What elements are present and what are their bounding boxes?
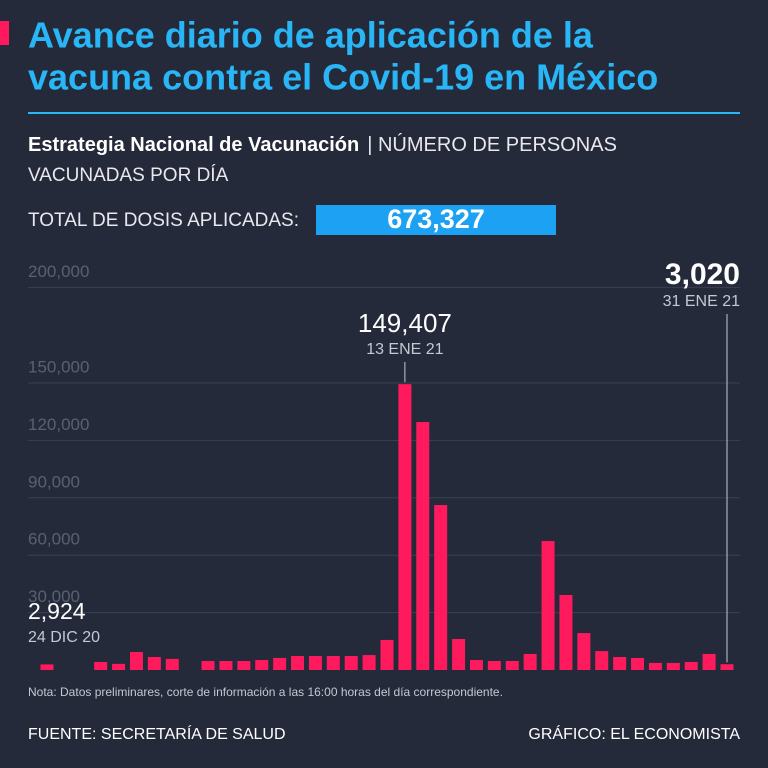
bar	[201, 661, 215, 670]
bar	[613, 656, 627, 670]
description: | NÚMERO DE PERSONAS	[367, 133, 617, 156]
bar	[541, 541, 555, 670]
chart-title: vacuna contra el Covid-19 en México	[28, 57, 658, 98]
bar	[434, 505, 448, 670]
bar	[112, 663, 126, 670]
value-label: 3,020	[665, 258, 740, 291]
description: VACUNADAS POR DÍA	[28, 165, 229, 186]
bar	[40, 664, 54, 670]
y-tick-label: 60,000	[28, 530, 80, 549]
note: Nota: Datos preliminares, corte de infor…	[28, 685, 503, 699]
bar	[344, 656, 358, 670]
bar	[523, 653, 537, 670]
bar	[147, 656, 161, 670]
bar	[505, 661, 519, 670]
bar	[702, 653, 716, 670]
bar	[129, 652, 143, 670]
credit: GRÁFICO: EL ECONOMISTA	[528, 724, 740, 743]
subtitle-line: Estrategia Nacional de Vacunación | NÚMER…	[28, 133, 617, 156]
bar	[684, 661, 698, 670]
bar	[273, 657, 287, 670]
x-tick-label: 24 DIC 20	[28, 629, 100, 646]
source: FUENTE: SECRETARÍA DE SALUD	[28, 724, 286, 743]
bar	[326, 656, 340, 670]
y-tick-label: 30,000	[28, 587, 80, 606]
bar	[219, 661, 233, 670]
y-tick-label: 90,000	[28, 472, 80, 491]
bar	[666, 662, 680, 670]
bar	[362, 655, 376, 670]
value-label: 149,407	[358, 308, 452, 338]
bar	[398, 384, 412, 670]
bar	[720, 664, 734, 670]
total-label: TOTAL DE DOSIS APLICADAS:	[28, 210, 299, 231]
bar	[380, 639, 394, 670]
chart-title: Avance diario de aplicación de la	[28, 15, 594, 56]
y-tick-label: 120,000	[28, 415, 89, 434]
total-value: 673,327	[387, 204, 485, 234]
bar	[577, 633, 591, 670]
bar	[595, 651, 609, 670]
bar	[255, 660, 269, 670]
x-tick-label: 31 ENE 21	[663, 293, 740, 310]
bar	[308, 656, 322, 670]
value-label: 2,924	[28, 598, 86, 624]
bar	[469, 660, 483, 670]
bar	[648, 662, 662, 670]
x-tick-label: 13 ENE 21	[366, 341, 443, 358]
bar	[165, 658, 179, 670]
title-marker	[0, 21, 9, 45]
total-box	[316, 205, 556, 235]
subtitle: Estrategia Nacional de Vacunación	[28, 134, 359, 156]
bar	[631, 657, 645, 670]
y-tick-label: 150,000	[28, 357, 89, 376]
y-tick-label: 200,000	[28, 262, 89, 281]
bar	[291, 656, 305, 670]
bar	[416, 422, 430, 670]
bar	[94, 661, 108, 670]
bar	[237, 661, 251, 670]
bar	[452, 639, 466, 670]
bar	[559, 594, 573, 670]
bar	[487, 661, 501, 670]
